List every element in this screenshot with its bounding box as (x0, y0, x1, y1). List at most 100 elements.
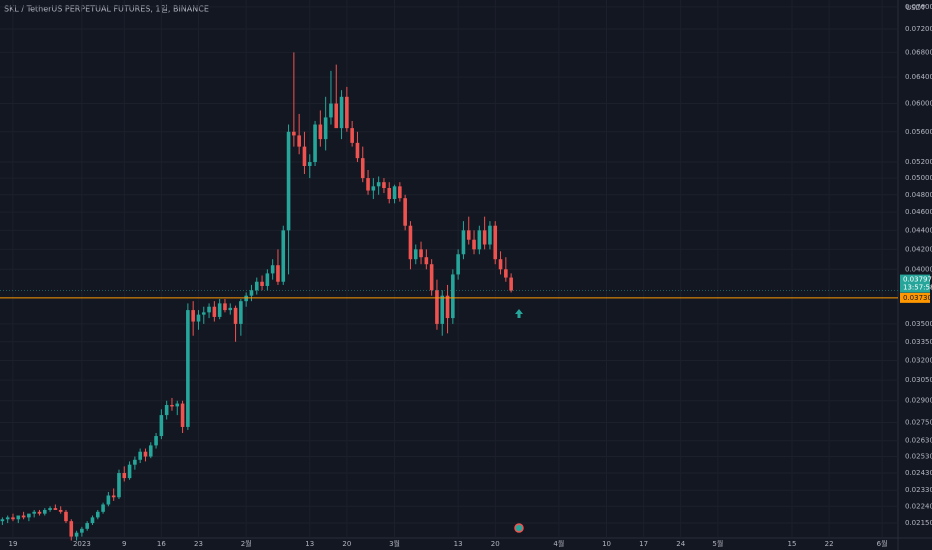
candle-body (64, 511, 68, 522)
candle-body (27, 513, 31, 518)
x-tick-label: 16 (157, 540, 166, 548)
x-tick-label: 20 (491, 540, 500, 548)
candle-body (498, 259, 503, 270)
grid (0, 0, 898, 538)
y-tick-label: 0.04600 (905, 208, 932, 216)
candle-body (323, 117, 328, 140)
candle-body (260, 281, 264, 286)
candle-body (5, 517, 10, 520)
candle-body (138, 451, 142, 460)
candle-body (382, 182, 386, 189)
candle-body (482, 230, 487, 245)
candle-body (159, 415, 164, 437)
candle-body (191, 310, 195, 322)
candle-body (42, 509, 47, 514)
candle-body (74, 532, 79, 537)
signal-arrow (515, 309, 523, 318)
x-tick-label: 4월 (553, 539, 564, 548)
candle-body (106, 495, 111, 505)
candle-body (292, 131, 296, 136)
x-tick-label: 6월 (877, 539, 888, 548)
y-tick-label: 0.02750 (905, 418, 932, 426)
candle-body (223, 303, 227, 311)
candle-body (101, 504, 105, 512)
x-tick-label: 9 (122, 540, 126, 548)
x-tick-label: 13 (305, 540, 314, 548)
price-line-label: 0.03730 (903, 294, 932, 302)
x-tick-label: 20 (342, 540, 351, 548)
x-tick-label: 2월 (241, 539, 252, 548)
candle-body (249, 290, 254, 296)
y-tick-label: 0.05600 (905, 128, 932, 136)
x-tick-label: 3월 (389, 539, 400, 548)
candle-body (318, 124, 323, 140)
y-unit: USDT (906, 4, 926, 12)
candle-body (408, 225, 413, 260)
x-tick-label: 10 (602, 540, 611, 548)
candle-body (451, 274, 455, 319)
candle-body (164, 404, 169, 416)
candle-body (21, 515, 26, 518)
y-tick-label: 0.02330 (905, 486, 932, 494)
candle-body (461, 230, 466, 255)
candle-body (371, 186, 376, 191)
y-tick-label: 0.06800 (905, 48, 932, 56)
candle-body (366, 178, 370, 191)
candles (0, 52, 513, 541)
candle-body (339, 96, 344, 129)
candle-body (302, 146, 307, 167)
candle-body (201, 312, 206, 315)
candle-body (186, 310, 190, 427)
y-tick-label: 0.03200 (905, 357, 932, 365)
y-tick-label: 0.03050 (905, 376, 932, 384)
candle-body (307, 162, 312, 167)
y-tick-label: 0.04800 (905, 191, 932, 199)
candle-body (170, 404, 174, 407)
candle-body (207, 306, 211, 313)
candle-body (175, 403, 180, 407)
candle-body (276, 265, 280, 282)
candle-body (133, 459, 137, 465)
candle-body (329, 103, 333, 118)
candle-body (244, 295, 248, 302)
x-tick-label: 17 (639, 540, 648, 548)
countdown: 13:57:58 (903, 284, 932, 292)
y-tick-label: 0.04000 (905, 265, 932, 273)
candle-body (286, 131, 291, 231)
candle-body (239, 301, 243, 324)
candle-body (111, 495, 116, 498)
last-price-tag (900, 274, 930, 293)
candle-body (0, 519, 5, 522)
candle-body (472, 239, 476, 250)
candle-body (281, 230, 286, 282)
y-tick-label: 0.02900 (905, 397, 932, 405)
y-tick-label: 0.04400 (905, 226, 932, 234)
candle-body (180, 403, 185, 427)
candle-body (350, 128, 354, 143)
candle-body (11, 517, 15, 520)
y-tick-label: 0.06000 (905, 100, 932, 108)
y-tick-label: 0.05000 (905, 174, 932, 182)
x-tick-label: 2023 (73, 540, 91, 548)
candle-body (392, 186, 397, 200)
candle-body (48, 508, 52, 510)
last-price-label: 0.03797 (903, 276, 932, 284)
candle-body (398, 186, 402, 199)
candle-body (297, 135, 301, 147)
candle-body (334, 103, 339, 129)
candle-body (127, 464, 132, 479)
x-tick-label: 22 (825, 540, 834, 548)
candle-body (509, 277, 513, 291)
x-tick-label: 19 (9, 540, 18, 548)
candle-body (69, 521, 74, 537)
candle-body (355, 142, 360, 159)
y-tick-label: 0.02530 (905, 453, 932, 461)
x-tick-label: 15 (788, 540, 797, 548)
y-tick-label: 0.05200 (905, 158, 932, 166)
candle-body (313, 124, 317, 163)
y-tick-label: 0.06400 (905, 73, 932, 81)
candle-body (419, 249, 423, 258)
candle-body (122, 473, 127, 479)
candle-body (445, 295, 450, 319)
